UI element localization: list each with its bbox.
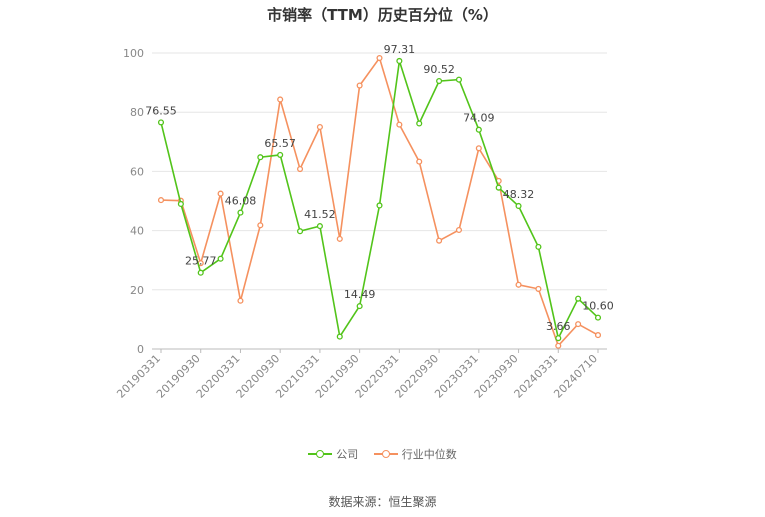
data-point [416,120,423,127]
data-point [455,226,463,234]
legend: 公司 行业中位数 [0,446,765,462]
data-label: 46.08 [225,195,257,208]
data-point [376,202,383,209]
data-point [594,314,602,321]
data-point [475,126,482,133]
data-point [356,82,363,89]
chart-title: 市销率（TTM）历史百分位（%） [267,6,498,24]
legend-swatch-company [308,449,333,459]
data-point [436,237,443,244]
data-point [277,151,284,158]
data-label: 3.66 [546,320,571,333]
data-label: 10.60 [582,300,614,313]
legend-swatch-industry-median [373,449,398,459]
data-point [396,121,403,128]
data-point [197,269,204,276]
data-point [237,297,244,304]
data-point [237,209,244,216]
legend-label-company: 公司 [336,448,359,461]
y-tick-label: 100 [123,47,144,60]
data-point [555,342,562,349]
y-tick-label: 40 [130,225,144,238]
legend-item-industry-median[interactable]: 行业中位数 [373,446,457,462]
data-point [157,197,165,204]
data-point [416,158,423,165]
data-label: 76.55 [145,104,177,117]
data-label: 48.32 [503,188,535,201]
data-point [157,119,165,126]
data-label: 25.77 [185,255,217,268]
legend-label-industry-median: 行业中位数 [401,448,457,461]
data-label: 97.31 [384,43,416,56]
data-point [396,57,403,65]
data-source: 数据来源：恒生聚源 [328,495,437,509]
data-point [594,332,602,339]
data-point [257,222,264,229]
y-tick-label: 60 [130,165,144,178]
data-point [296,228,304,235]
data-point [177,200,184,208]
data-label: 65.57 [264,137,296,150]
data-point [475,145,482,152]
data-point [495,184,502,191]
data-point [316,123,323,131]
data-point [217,255,224,262]
data-point [356,303,363,310]
data-point [455,76,463,83]
data-label: 90.52 [423,63,455,76]
data-label: 74.09 [463,112,495,125]
data-point [376,54,383,62]
data-point [555,335,562,342]
data-label: 41.52 [304,208,336,221]
data-point [316,223,323,230]
data-point [277,96,284,103]
data-point [575,321,582,328]
data-point [257,154,264,161]
line-chart: 0204060801002019033120190930202003312020… [114,43,614,401]
data-point [336,333,343,340]
data-point [515,281,522,288]
data-point [535,243,542,250]
data-point [296,165,304,173]
data-point [336,235,343,242]
data-point [217,190,224,197]
data-point [535,285,542,292]
data-label: 14.49 [344,288,376,301]
legend-item-company[interactable]: 公司 [308,446,358,462]
data-point [575,295,582,302]
y-tick-label: 0 [137,343,144,356]
data-point [436,78,443,85]
y-tick-label: 80 [130,106,144,119]
data-point [515,202,522,210]
y-tick-label: 20 [130,284,144,297]
x-tick-label: 20240710 [551,352,600,401]
